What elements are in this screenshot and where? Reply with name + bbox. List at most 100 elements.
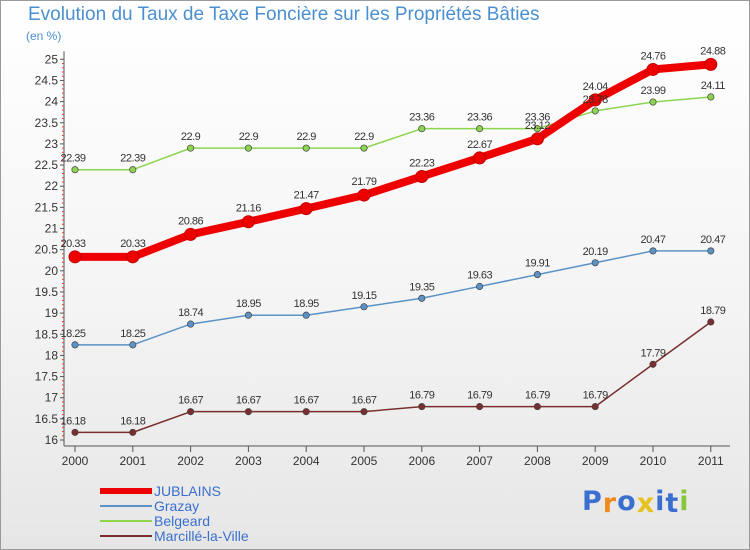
data-point: [187, 144, 195, 152]
x-tick-label: 2005: [351, 454, 378, 468]
y-tick-label: 18: [45, 348, 59, 362]
legend-swatch-marcille: [100, 535, 152, 537]
data-point: [649, 360, 657, 368]
data-point: [360, 408, 368, 416]
data-point: [418, 294, 426, 302]
y-tick-label: 20: [45, 264, 59, 278]
data-label: 24.88: [700, 45, 725, 57]
data-point: [649, 247, 657, 255]
data-label: 16.67: [236, 395, 261, 407]
data-label: 23.36: [409, 112, 434, 124]
data-point: [533, 271, 541, 279]
data-point: [71, 166, 79, 174]
data-point: [530, 132, 544, 146]
series-line-3: [74, 321, 712, 434]
y-tick-label: 23.5: [35, 116, 59, 130]
series-line-0: [71, 60, 715, 261]
legend-label-jublains: JUBLAINS: [154, 483, 221, 499]
data-label: 16.79: [525, 390, 550, 402]
data-point: [360, 303, 368, 311]
data-point: [126, 250, 140, 264]
data-point: [187, 320, 195, 328]
legend-swatch-jublains: [100, 488, 152, 494]
data-label: 22.39: [120, 153, 145, 165]
data-label: 18.79: [700, 305, 725, 317]
logo-letter: P: [582, 486, 603, 517]
data-label: 16.79: [409, 390, 434, 402]
data-point: [533, 125, 541, 133]
data-label: 23.12: [525, 120, 550, 132]
x-tick-label: 2000: [62, 454, 89, 468]
series-line-2: [74, 96, 712, 171]
data-label: 20.19: [583, 246, 608, 258]
data-point: [244, 408, 252, 416]
logo-letter: i: [679, 486, 690, 517]
data-label: 18.95: [236, 298, 261, 310]
data-label: 17.79: [640, 347, 665, 359]
data-label: 16.18: [120, 415, 145, 427]
data-label: 23.99: [640, 85, 665, 97]
data-point: [704, 57, 718, 71]
data-label: 18.25: [60, 328, 85, 340]
data-point: [71, 428, 79, 436]
data-point: [707, 93, 715, 101]
data-label: 21.16: [236, 203, 261, 215]
data-label: 24.11: [701, 80, 726, 92]
data-point: [357, 188, 371, 202]
y-tick-label: 21.5: [35, 200, 59, 214]
logo-letter: o: [617, 486, 637, 517]
data-point: [244, 144, 252, 152]
y-tick-label: 19.5: [35, 285, 59, 299]
data-point: [129, 166, 137, 174]
x-tick-label: 2009: [582, 454, 609, 468]
data-label: 23.36: [467, 112, 492, 124]
data-label: 22.23: [409, 157, 434, 169]
data-point: [302, 144, 310, 152]
logo-letter: x: [636, 488, 656, 519]
y-tick-label: 19: [45, 306, 59, 320]
proxiti-logo: Proxiti: [582, 486, 690, 519]
data-label: 16.79: [467, 390, 492, 402]
data-point: [591, 107, 599, 115]
data-label: 18.74: [178, 307, 203, 319]
data-point: [415, 169, 429, 183]
data-label: 19.35: [409, 281, 434, 293]
data-point: [707, 318, 715, 326]
data-label: 20.33: [60, 238, 85, 250]
data-label: 16.18: [60, 415, 85, 427]
data-label: 24.76: [640, 50, 665, 62]
data-point: [244, 311, 252, 319]
data-label: 22.67: [467, 139, 492, 151]
data-point: [302, 311, 310, 319]
y-tick-label: 17: [45, 391, 59, 405]
data-label: 23.36: [525, 112, 550, 124]
data-point: [476, 403, 484, 411]
data-point: [299, 202, 313, 216]
logo-letter: r: [602, 488, 618, 519]
logo-letter: i: [655, 486, 666, 517]
data-point: [360, 144, 368, 152]
logo-letter: t: [665, 488, 680, 519]
chart-subtitle: (en %): [26, 29, 62, 43]
data-label: 18.25: [120, 328, 145, 340]
data-point: [129, 428, 137, 436]
data-point: [241, 215, 255, 229]
x-tick-label: 2011: [698, 454, 724, 468]
y-tick-label: 24.5: [35, 73, 59, 87]
data-point: [71, 341, 79, 349]
data-label: 16.67: [178, 395, 203, 407]
data-label: 22.9: [354, 131, 374, 143]
y-tick-label: 23: [45, 137, 59, 151]
y-tick-label: 22.5: [35, 158, 59, 172]
data-label: 19.91: [525, 258, 550, 270]
y-tick-label: 24: [45, 95, 59, 109]
data-label: 22.9: [296, 131, 316, 143]
data-label: 16.67: [294, 395, 319, 407]
data-point: [187, 408, 195, 416]
data-point: [646, 62, 660, 76]
x-tick-label: 2001: [119, 454, 146, 468]
data-label: 20.86: [178, 215, 203, 227]
data-label: 22.9: [181, 131, 201, 143]
